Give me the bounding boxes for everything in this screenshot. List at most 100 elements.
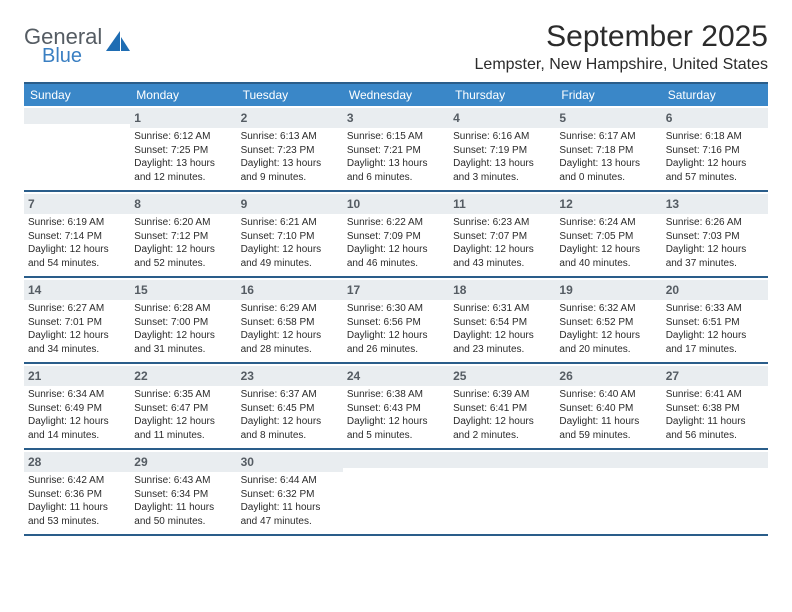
- sunrise-text: Sunrise: 6:24 AM: [559, 216, 657, 230]
- daylight-text: Daylight: 12 hours and 52 minutes.: [134, 243, 232, 270]
- daylight-text: Daylight: 13 hours and 12 minutes.: [134, 157, 232, 184]
- daylight-text: Daylight: 12 hours and 28 minutes.: [241, 329, 339, 356]
- day-number-bar: 30: [237, 452, 343, 472]
- sunrise-text: Sunrise: 6:23 AM: [453, 216, 551, 230]
- day-number: 11: [453, 197, 466, 211]
- sunset-text: Sunset: 7:01 PM: [28, 316, 126, 330]
- day-number-bar: 7: [24, 194, 130, 214]
- day-number: 25: [453, 369, 466, 383]
- day-cell: [662, 450, 768, 534]
- sunset-text: Sunset: 7:18 PM: [559, 144, 657, 158]
- daylight-text: Daylight: 12 hours and 40 minutes.: [559, 243, 657, 270]
- day-cell: 9Sunrise: 6:21 AMSunset: 7:10 PMDaylight…: [237, 192, 343, 276]
- sun-info: Sunrise: 6:44 AMSunset: 6:32 PMDaylight:…: [241, 474, 339, 528]
- week-row: 21Sunrise: 6:34 AMSunset: 6:49 PMDayligh…: [24, 364, 768, 450]
- sunrise-text: Sunrise: 6:43 AM: [134, 474, 232, 488]
- daylight-text: Daylight: 12 hours and 54 minutes.: [28, 243, 126, 270]
- daylight-text: Daylight: 12 hours and 14 minutes.: [28, 415, 126, 442]
- sunrise-text: Sunrise: 6:19 AM: [28, 216, 126, 230]
- logo-text-block: General Blue: [24, 26, 102, 66]
- day-cell: [449, 450, 555, 534]
- sunrise-text: Sunrise: 6:16 AM: [453, 130, 551, 144]
- day-cell: 26Sunrise: 6:40 AMSunset: 6:40 PMDayligh…: [555, 364, 661, 448]
- day-number-bar: 1: [130, 108, 236, 128]
- day-number: 12: [559, 197, 572, 211]
- day-number: 4: [453, 111, 460, 125]
- sunset-text: Sunset: 7:12 PM: [134, 230, 232, 244]
- day-cell: 7Sunrise: 6:19 AMSunset: 7:14 PMDaylight…: [24, 192, 130, 276]
- day-number: 21: [28, 369, 41, 383]
- sunset-text: Sunset: 6:51 PM: [666, 316, 764, 330]
- week-row: 28Sunrise: 6:42 AMSunset: 6:36 PMDayligh…: [24, 450, 768, 536]
- sunrise-text: Sunrise: 6:29 AM: [241, 302, 339, 316]
- weekday-thursday: Thursday: [449, 84, 555, 106]
- week-row: 14Sunrise: 6:27 AMSunset: 7:01 PMDayligh…: [24, 278, 768, 364]
- day-cell: 23 Sunrise: 6:37 AMSunset: 6:45 PMDayligh…: [237, 364, 343, 448]
- sunrise-text: Sunrise: 6:38 AM: [347, 388, 445, 402]
- day-number: 24: [347, 369, 360, 383]
- day-number-bar: 16: [237, 280, 343, 300]
- day-cell: 25Sunrise: 6:39 AMSunset: 6:41 PMDayligh…: [449, 364, 555, 448]
- daylight-text: Daylight: 12 hours and 11 minutes.: [134, 415, 232, 442]
- sunrise-text: Sunrise: 6:41 AM: [666, 388, 764, 402]
- sunrise-text: Sunrise: 6:37 AM: [241, 388, 339, 402]
- day-number-bar: 28: [24, 452, 130, 472]
- day-number-bar: 11: [449, 194, 555, 214]
- day-cell: 1Sunrise: 6:12 AMSunset: 7:25 PMDaylight…: [130, 106, 236, 190]
- sunset-text: Sunset: 6:43 PM: [347, 402, 445, 416]
- sunset-text: Sunset: 7:16 PM: [666, 144, 764, 158]
- day-cell: 12Sunrise: 6:24 AMSunset: 7:05 PMDayligh…: [555, 192, 661, 276]
- sun-info: Sunrise: 6:38 AMSunset: 6:43 PMDaylight:…: [347, 388, 445, 442]
- day-number: 9: [241, 197, 248, 211]
- day-number-bar: 3: [343, 108, 449, 128]
- sunrise-text: Sunrise: 6:28 AM: [134, 302, 232, 316]
- day-number: 27: [666, 369, 679, 383]
- day-cell: 27Sunrise: 6:41 AMSunset: 6:38 PMDayligh…: [662, 364, 768, 448]
- sunset-text: Sunset: 6:45 PM: [241, 402, 339, 416]
- sunrise-text: Sunrise: 6:30 AM: [347, 302, 445, 316]
- daylight-text: Daylight: 12 hours and 8 minutes.: [241, 415, 339, 442]
- day-cell: 15Sunrise: 6:28 AMSunset: 7:00 PMDayligh…: [130, 278, 236, 362]
- daylight-text: Daylight: 11 hours and 59 minutes.: [559, 415, 657, 442]
- day-number: 26: [559, 369, 572, 383]
- header: General Blue September 2025 Lempster, Ne…: [24, 20, 768, 74]
- sun-info: Sunrise: 6:35 AMSunset: 6:47 PMDaylight:…: [134, 388, 232, 442]
- day-number: 3: [347, 111, 354, 125]
- calendar-grid: SundayMondayTuesdayWednesdayThursdayFrid…: [24, 82, 768, 536]
- daylight-text: Daylight: 12 hours and 2 minutes.: [453, 415, 551, 442]
- day-number: 23: [241, 369, 254, 383]
- day-cell: 13Sunrise: 6:26 AMSunset: 7:03 PMDayligh…: [662, 192, 768, 276]
- sun-info: Sunrise: 6:33 AMSunset: 6:51 PMDaylight:…: [666, 302, 764, 356]
- title-block: September 2025 Lempster, New Hampshire, …: [475, 20, 768, 74]
- weekday-sunday: Sunday: [24, 84, 130, 106]
- logo-sail-icon: [106, 31, 132, 58]
- week-row: 1Sunrise: 6:12 AMSunset: 7:25 PMDaylight…: [24, 106, 768, 192]
- day-number-bar: 2: [237, 108, 343, 128]
- day-number-bar: [662, 452, 768, 468]
- logo: General Blue: [24, 26, 132, 66]
- sunrise-text: Sunrise: 6:32 AM: [559, 302, 657, 316]
- sun-info: Sunrise: 6:32 AMSunset: 6:52 PMDaylight:…: [559, 302, 657, 356]
- day-number: 10: [347, 197, 360, 211]
- sunset-text: Sunset: 7:23 PM: [241, 144, 339, 158]
- day-cell: 5Sunrise: 6:17 AMSunset: 7:18 PMDaylight…: [555, 106, 661, 190]
- calendar-page: General Blue September 2025 Lempster, Ne…: [0, 0, 792, 556]
- sunrise-text: Sunrise: 6:12 AM: [134, 130, 232, 144]
- daylight-text: Daylight: 11 hours and 56 minutes.: [666, 415, 764, 442]
- sun-info: Sunrise: 6:28 AMSunset: 7:00 PMDaylight:…: [134, 302, 232, 356]
- day-cell: 11Sunrise: 6:23 AMSunset: 7:07 PMDayligh…: [449, 192, 555, 276]
- day-cell: 16Sunrise: 6:29 AMSunset: 6:58 PMDayligh…: [237, 278, 343, 362]
- day-number: 7: [28, 197, 35, 211]
- day-number-bar: 27: [662, 366, 768, 386]
- daylight-text: Daylight: 12 hours and 5 minutes.: [347, 415, 445, 442]
- day-number: 6: [666, 111, 673, 125]
- day-number: 28: [28, 455, 41, 469]
- sunset-text: Sunset: 6:49 PM: [28, 402, 126, 416]
- sunrise-text: Sunrise: 6:18 AM: [666, 130, 764, 144]
- day-number-bar: 23: [237, 366, 343, 386]
- sunrise-text: Sunrise: 6:35 AM: [134, 388, 232, 402]
- sunset-text: Sunset: 7:10 PM: [241, 230, 339, 244]
- sunset-text: Sunset: 6:41 PM: [453, 402, 551, 416]
- day-number-bar: 21: [24, 366, 130, 386]
- day-cell: 30Sunrise: 6:44 AMSunset: 6:32 PMDayligh…: [237, 450, 343, 534]
